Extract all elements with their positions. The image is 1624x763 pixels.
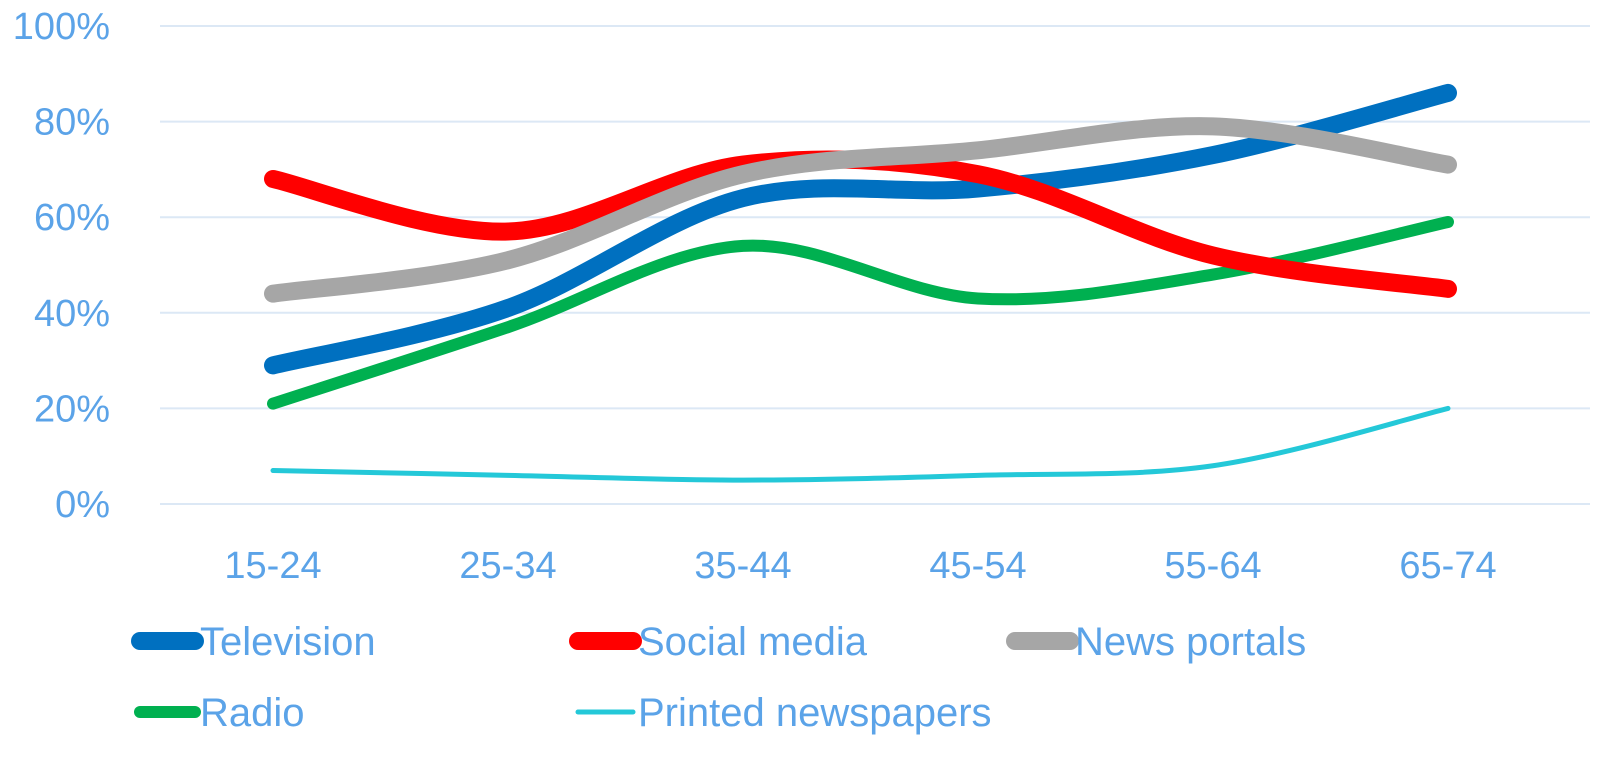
legend-item: News portals [1006,620,1306,664]
legend-item: Printed newspapers [575,691,992,735]
series-lines [264,83,1457,483]
series-line-news-portals [264,117,1457,303]
x-tick-label: 55-64 [1164,545,1261,587]
x-tick-label: 25-34 [459,545,556,587]
x-tick-label: 45-54 [929,545,1026,587]
y-tick-label: 60% [34,197,110,239]
series-line-television [264,83,1457,375]
x-tick-label: 15-24 [224,545,321,587]
legend-label: Television [200,620,376,664]
gridlines [160,25,1590,505]
y-tick-label: 40% [34,293,110,335]
x-tick-label: 35-44 [694,545,791,587]
legend-item: Television [131,620,376,664]
y-tick-label: 0% [55,484,110,526]
y-tick-label: 80% [34,102,110,144]
x-tick-label: 65-74 [1399,545,1496,587]
legend-item: Radio [134,691,305,735]
legend-label: News portals [1075,620,1306,664]
legend-label: Social media [638,620,868,664]
x-axis-ticks: 15-24 25-34 35-44 45-54 55-64 65-74 [224,545,1496,587]
y-tick-label: 100% [13,6,110,48]
legend-label: Printed newspapers [638,691,992,735]
y-tick-label: 20% [34,388,110,430]
series-line-printed-newspapers [270,405,1451,483]
legend: Television Social media News portals Radio P… [131,620,1306,735]
legend-item: Social media [569,620,868,664]
legend-label: Radio [200,691,305,735]
y-axis-ticks: 0% 20% 40% 60% 80% 100% [13,6,110,526]
